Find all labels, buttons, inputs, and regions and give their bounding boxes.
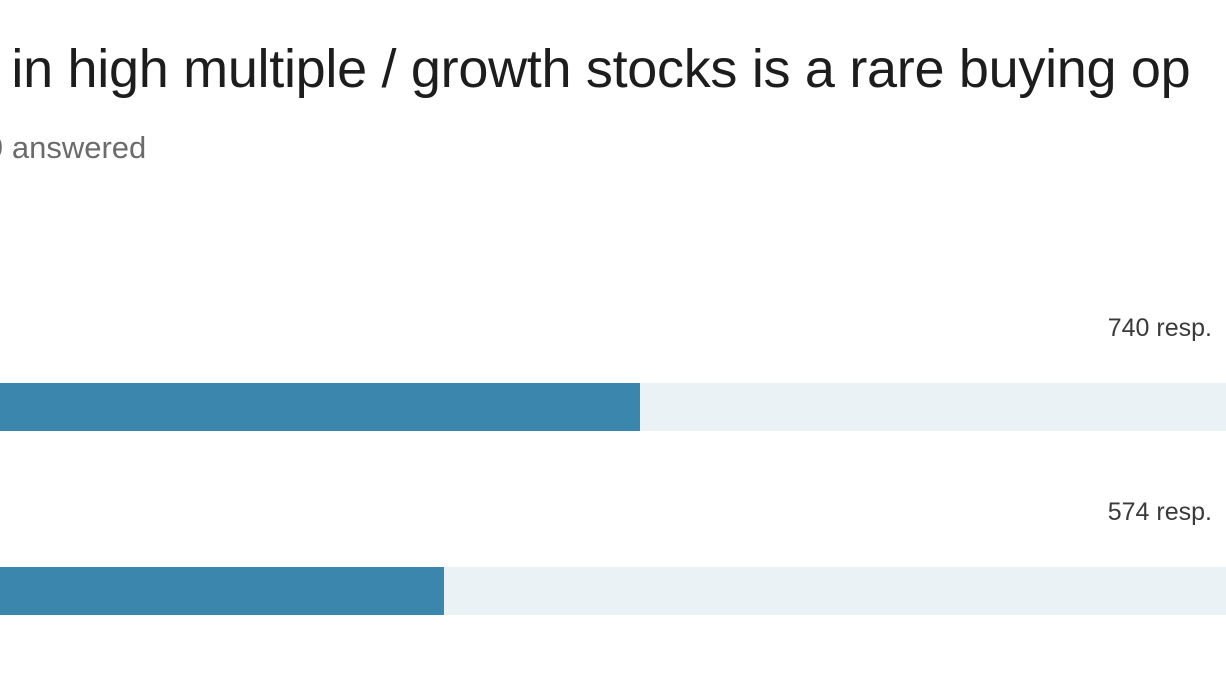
result-bar-track (0, 383, 1226, 431)
result-bar-fill (0, 383, 640, 431)
response-count: 574 resp. (1107, 498, 1212, 526)
result-bar-fill (0, 567, 444, 615)
answered-count: 9 answered (0, 130, 147, 165)
result-bar-track (0, 567, 1226, 615)
response-count: 740 resp. (1107, 314, 1212, 342)
poll-question: f in high multiple / growth stocks is a … (0, 39, 1191, 99)
